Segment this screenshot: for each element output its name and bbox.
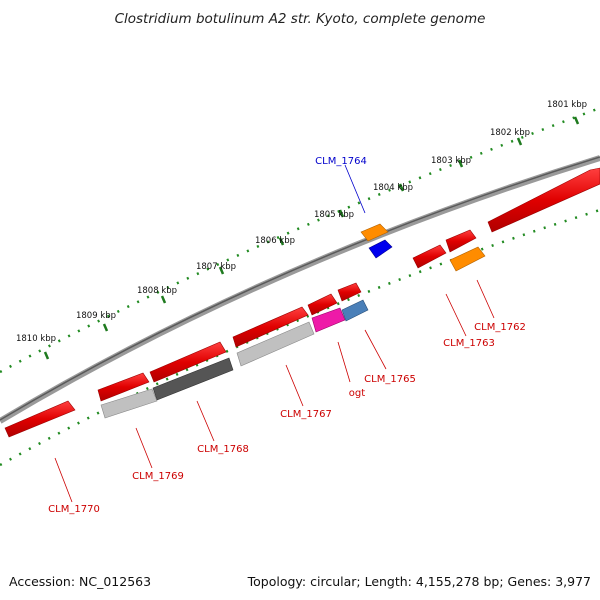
cds-feature-1767[interactable] [232, 306, 309, 348]
cds-feature-1763b[interactable] [412, 244, 447, 269]
major-tick [278, 237, 285, 246]
tick-label: 1804 kbp [373, 183, 413, 193]
gene-label-clm-1769: CLM_1769 [132, 471, 184, 482]
gene-label-clm-1765: CLM_1765 [364, 374, 416, 385]
cds-feature-1765[interactable] [337, 282, 362, 302]
tick-label: 1801 kbp [547, 100, 587, 110]
callout-line [285, 364, 304, 407]
gene-label-clm-1768: CLM_1768 [197, 444, 249, 455]
major-tick [338, 209, 345, 218]
callout-line [344, 164, 366, 214]
forward-features [4, 167, 600, 438]
major-tick [457, 159, 464, 168]
genome-backbone-highlight [0, 156, 600, 421]
topology-text: Topology: circular; Length: 4,155,278 bp… [247, 574, 591, 589]
gene-callouts: CLM_1770 CLM_1769 CLM_1768 CLM_1767 ogt … [48, 156, 526, 515]
major-tick [218, 266, 225, 275]
cds-feature-ogt[interactable] [307, 293, 338, 316]
lightgray-feature-1769[interactable] [100, 388, 158, 419]
callout-line [337, 341, 351, 383]
major-tick [516, 137, 523, 146]
callout-line [364, 329, 387, 370]
cds-feature-1763[interactable] [445, 229, 477, 253]
tick-label: 1809 kbp [76, 311, 116, 321]
cds-feature-1770[interactable] [4, 400, 76, 438]
tick-label: 1802 kbp [490, 128, 530, 138]
tick-label: 1805 kbp [314, 210, 354, 220]
gene-label-clm-1762: CLM_1762 [474, 322, 526, 333]
other-features [100, 223, 486, 419]
major-ticks [43, 116, 580, 360]
lightgray-feature-1767[interactable] [236, 321, 315, 367]
callout-line [445, 293, 467, 337]
major-tick [160, 295, 167, 304]
gene-label-clm-1770: CLM_1770 [48, 504, 100, 515]
major-tick [43, 351, 50, 360]
outer-tick-track [0, 106, 600, 374]
gene-label-clm-1763: CLM_1763 [443, 338, 495, 349]
gene-label-clm-1767: CLM_1767 [280, 409, 332, 420]
magenta-feature-ogt[interactable] [311, 307, 346, 333]
callout-line [476, 279, 495, 319]
cds-feature-1768[interactable] [149, 341, 227, 383]
major-tick [398, 183, 405, 192]
tick-label: 1808 kbp [137, 286, 177, 296]
tick-label: 1810 kbp [16, 334, 56, 344]
callout-line [54, 457, 73, 503]
gene-label-ogt: ogt [349, 388, 365, 399]
steelblue-feature-1765[interactable] [341, 299, 369, 322]
blue-feature-1764[interactable] [368, 239, 393, 259]
tick-label: 1803 kbp [431, 156, 471, 166]
tick-label: 1807 kbp [196, 262, 236, 272]
gene-label-clm-1764: CLM_1764 [315, 156, 367, 167]
major-tick [102, 323, 109, 332]
tick-labels: 1801 kbp 1802 kbp 1803 kbp 1804 kbp 1805… [16, 100, 587, 344]
accession-text: Accession: NC_012563 [9, 574, 151, 589]
darkgray-feature-1768[interactable] [152, 357, 234, 401]
tick-label: 1806 kbp [255, 236, 295, 246]
orange-feature-1764[interactable] [360, 223, 389, 242]
cds-feature-1769[interactable] [97, 372, 150, 402]
map-title: Clostridium botulinum A2 str. Kyoto, com… [115, 11, 486, 27]
callout-line [196, 400, 215, 442]
orange-feature-1762[interactable] [449, 246, 486, 272]
genome-backbone [0, 155, 600, 424]
cds-feature-1762[interactable] [487, 167, 600, 233]
major-tick [573, 116, 580, 125]
callout-line [135, 427, 153, 469]
